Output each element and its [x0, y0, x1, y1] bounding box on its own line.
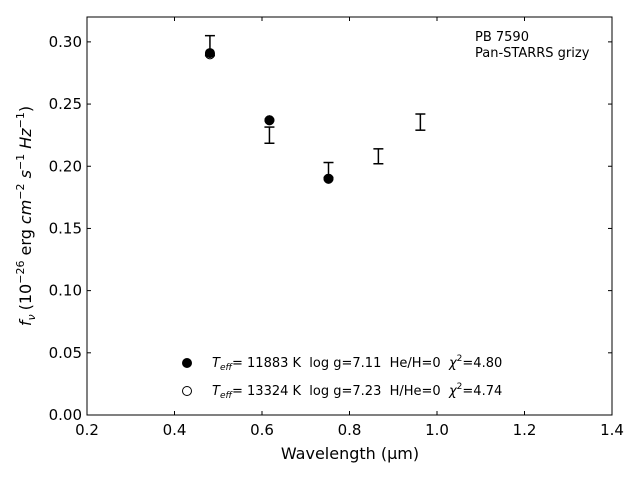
- annotation-survey: Pan-STARRS grizy: [475, 46, 590, 61]
- x-tick-label: 0.6: [250, 421, 274, 439]
- y-tick-label: 0.15: [49, 219, 82, 237]
- x-tick-label: 0.2: [75, 421, 99, 439]
- y-tick-label: 0.25: [49, 95, 82, 113]
- y-tick-label: 0.00: [49, 406, 82, 424]
- x-tick-label: 1.0: [425, 421, 449, 439]
- legend-entry-2: Teff= 13324 K log g=7.23 H/He=0 χ2=4.74: [212, 382, 502, 401]
- error-bar: [415, 113, 426, 131]
- model-point-filled: [204, 48, 215, 59]
- y-tick-label: 0.30: [49, 33, 82, 51]
- y-tick-label: 0.20: [49, 157, 82, 175]
- model-point-filled: [264, 115, 275, 126]
- x-axis-label: Wavelength (μm): [281, 444, 419, 463]
- legend: Teff= 11883 K log g=7.11 He/H=0 χ2=4.80 …: [182, 354, 502, 401]
- y-tick-label: 0.05: [49, 344, 82, 362]
- legend-marker-filled: [182, 358, 192, 368]
- model-point-filled: [323, 173, 334, 184]
- y-tick-label: 0.10: [49, 282, 82, 300]
- legend-entry-1: Teff= 11883 K log g=7.11 He/H=0 χ2=4.80: [212, 354, 502, 373]
- x-tick-label: 0.4: [163, 421, 187, 439]
- annotation-star-name: PB 7590: [475, 30, 529, 45]
- y-axis-label: fν(10−26 erg cm−2 s−1 Hz−1): [14, 106, 38, 326]
- x-tick-label: 1.2: [513, 421, 537, 439]
- y-axis-ticks: 0.00 0.05 0.10 0.15 0.20 0.25 0.30: [49, 33, 612, 424]
- x-axis-ticks: 0.2 0.4 0.6 0.8 1.0 1.2 1.4: [75, 17, 624, 439]
- observed-error-bars: [204, 34, 426, 179]
- x-tick-label: 1.4: [600, 421, 624, 439]
- x-tick-label: 0.8: [338, 421, 362, 439]
- model-points: [204, 48, 334, 184]
- legend-marker-open: [182, 386, 192, 396]
- error-bar: [373, 148, 384, 165]
- error-bar: [264, 126, 275, 144]
